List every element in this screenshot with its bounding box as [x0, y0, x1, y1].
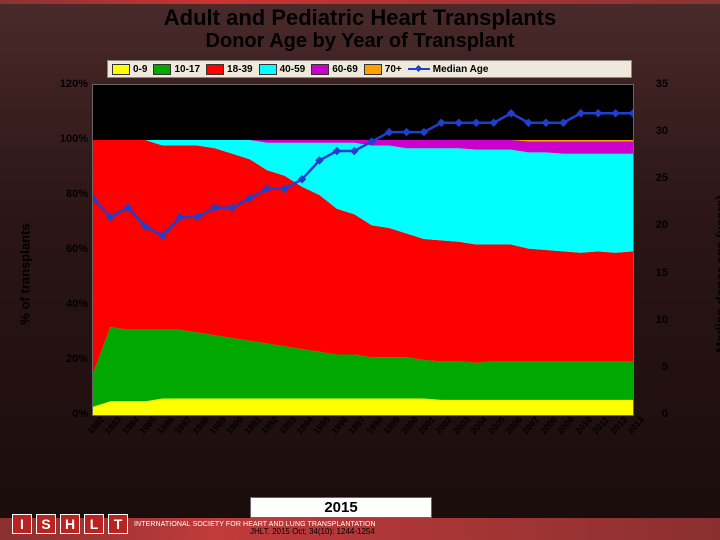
y-tick-right: 15: [656, 267, 668, 279]
x-tick: 1994: [294, 415, 315, 437]
x-tick: 1997: [347, 415, 368, 437]
legend-item: 18-39: [206, 64, 253, 75]
y-axis-right-label: Median donor age (years): [713, 195, 720, 352]
legend-label: 70+: [385, 64, 402, 75]
legend-item: 70+: [364, 64, 402, 75]
y-tick-right: 20: [656, 219, 668, 231]
chart-svg: [93, 85, 633, 415]
legend-item: Median Age: [408, 64, 489, 75]
x-ticks: 1982198319841985198619871988198919901991…: [92, 418, 632, 460]
legend-label: Median Age: [433, 64, 489, 75]
x-tick: 1999: [381, 415, 402, 437]
x-tick: 2007: [521, 415, 542, 437]
y-tick-right: 10: [656, 314, 668, 326]
legend-swatch: [364, 64, 382, 75]
legend-item: 10-17: [153, 64, 200, 75]
x-tick: 2002: [434, 415, 455, 437]
x-tick: 1993: [277, 415, 298, 437]
chart-subtitle: Donor Age by Year of Transplant: [0, 30, 720, 53]
x-tick: 2009: [556, 415, 577, 437]
x-tick: 2012: [608, 415, 629, 437]
x-tick: 2005: [486, 415, 507, 437]
x-tick: 1988: [190, 415, 211, 437]
legend-swatch: [259, 64, 277, 75]
x-tick: 1992: [259, 415, 280, 437]
y-tick-right: 30: [656, 125, 668, 137]
x-tick: 1983: [103, 415, 124, 437]
legend-item: 40-59: [259, 64, 306, 75]
x-tick: 1996: [329, 415, 350, 437]
legend: 0-9 10-17 18-39 40-59 60-69 70+ Median Age: [107, 60, 632, 78]
x-tick: 2006: [503, 415, 524, 437]
logo-letter-l: L: [84, 514, 104, 534]
slide: Adult and Pediatric Heart Transplants Do…: [0, 0, 720, 540]
legend-label: 10-17: [174, 64, 200, 75]
legend-swatch: [153, 64, 171, 75]
y-tick-left: 60%: [66, 243, 88, 255]
y-axis-left-label: % of transplants: [18, 223, 33, 324]
accent-bar: [0, 0, 720, 4]
x-tick: 2004: [469, 415, 490, 437]
legend-label: 60-69: [332, 64, 358, 75]
legend-label: 18-39: [227, 64, 253, 75]
plot-area: [92, 84, 634, 416]
x-tick: 1998: [364, 415, 385, 437]
x-tick: 1991: [242, 415, 263, 437]
x-tick: 1995: [312, 415, 333, 437]
y-ticks-right: 05101520253035: [638, 84, 668, 414]
legend-item: 60-69: [311, 64, 358, 75]
chart-title: Adult and Pediatric Heart Transplants: [0, 5, 720, 31]
y-tick-left: 0%: [72, 408, 88, 420]
x-tick: 1985: [138, 415, 159, 437]
x-tick: 2013: [625, 415, 646, 437]
y-tick-left: 120%: [60, 78, 88, 90]
x-tick: 2010: [573, 415, 594, 437]
x-tick: 2008: [538, 415, 559, 437]
x-tick: 2001: [416, 415, 437, 437]
x-tick: 2000: [399, 415, 420, 437]
logo-letter-s: S: [36, 514, 56, 534]
y-tick-right: 25: [656, 172, 668, 184]
legend-label: 40-59: [280, 64, 306, 75]
plot-wrap: % of transplants Median donor age (years…: [30, 84, 698, 464]
y-tick-right: 0: [662, 408, 668, 420]
y-tick-left: 20%: [66, 353, 88, 365]
legend-swatch: [112, 64, 130, 75]
x-tick: 1987: [172, 415, 193, 437]
x-tick: 1982: [85, 415, 106, 437]
x-tick: 1986: [155, 415, 176, 437]
legend-swatch: [311, 64, 329, 75]
y-tick-left: 100%: [60, 133, 88, 145]
logo-letter-h: H: [60, 514, 80, 534]
legend-label: 0-9: [133, 64, 147, 75]
x-tick: 1990: [225, 415, 246, 437]
legend-swatch: [206, 64, 224, 75]
legend-line-icon: [408, 64, 430, 74]
y-ticks-left: 0%20%40%60%80%100%120%: [58, 84, 88, 414]
citation: JHLT. 2015 Oct; 34(10): 1244-1254: [250, 527, 470, 536]
footer: 2015 I S H L T INTERNATIONAL SOCIETY FOR…: [0, 496, 720, 540]
y-tick-right: 5: [662, 361, 668, 373]
x-tick: 1989: [207, 415, 228, 437]
legend-item: 0-9: [112, 64, 147, 75]
x-tick: 1984: [120, 415, 141, 437]
y-tick-right: 35: [656, 78, 668, 90]
y-tick-left: 40%: [66, 298, 88, 310]
logo-letter-t: T: [108, 514, 128, 534]
x-tick: 2003: [451, 415, 472, 437]
y-tick-left: 80%: [66, 188, 88, 200]
x-tick: 2011: [591, 415, 612, 436]
logo-letter-i: I: [12, 514, 32, 534]
